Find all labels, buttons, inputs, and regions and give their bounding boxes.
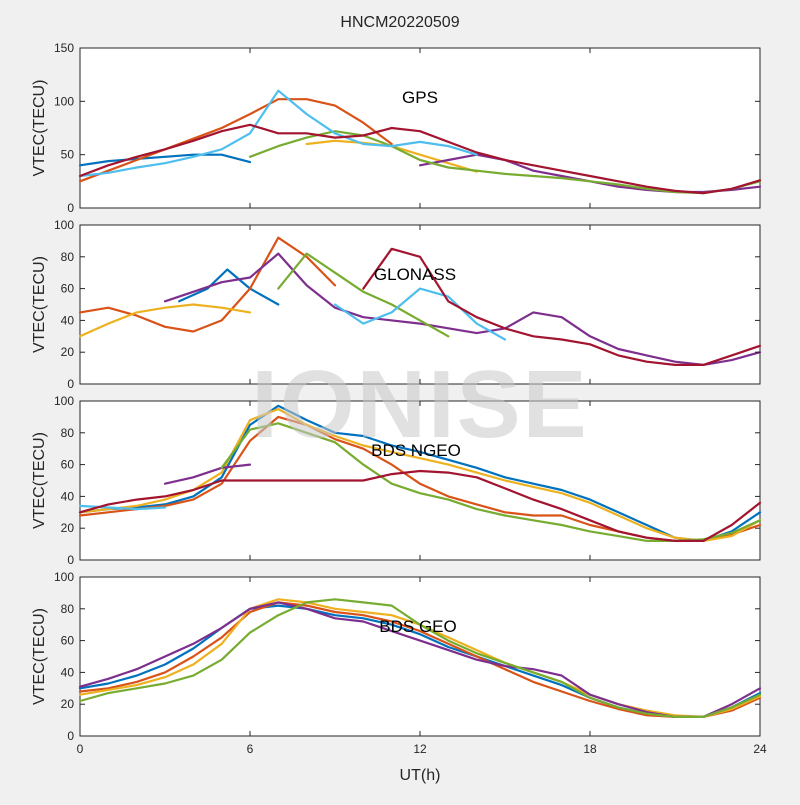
series-line-1 <box>178 268 280 306</box>
y-tick-label: 20 <box>61 697 75 711</box>
y-tick-label: 0 <box>67 201 74 215</box>
panel-label: GPS <box>402 88 438 107</box>
y-tick-label: 0 <box>67 377 74 391</box>
series-line-6 <box>78 89 478 178</box>
y-tick-label: 100 <box>54 218 74 232</box>
y-tick-label: 20 <box>61 521 75 535</box>
panel-3: 0 20 40 60 80 100 VTEC(TECU) BDS NGEO <box>31 394 762 567</box>
y-axis-label: VTEC(TECU) <box>31 256 48 353</box>
y-tick-label: 20 <box>61 345 75 359</box>
y-tick-label: 60 <box>61 458 75 472</box>
plot-area <box>79 400 761 561</box>
panel-label: GLONASS <box>374 265 456 284</box>
y-axis-label: VTEC(TECU) <box>31 80 48 177</box>
series-line-2 <box>78 236 337 333</box>
y-tick-label: 100 <box>54 94 74 108</box>
x-tick-label: 18 <box>583 742 597 756</box>
series-line-7 <box>78 123 762 195</box>
y-tick-label: 0 <box>67 729 74 743</box>
x-tick-label: 12 <box>413 742 427 756</box>
series-line-7 <box>78 469 762 542</box>
y-axis-label: VTEC(TECU) <box>31 608 48 705</box>
series-line-1 <box>78 404 762 542</box>
y-tick-label: 100 <box>54 394 74 408</box>
x-tick-label: 24 <box>753 742 767 756</box>
y-tick-label: 80 <box>61 250 75 264</box>
panel-label: BDS NGEO <box>371 441 461 460</box>
panel-label: BDS GEO <box>379 617 456 636</box>
y-tick-label: 40 <box>61 489 75 503</box>
plot-area <box>79 224 761 385</box>
y-axis-label: VTEC(TECU) <box>31 432 48 529</box>
panel-1: 0 50 100 150 VTEC(TECU) GPS <box>31 41 762 215</box>
series-line-4 <box>78 601 762 718</box>
y-tick-label: 40 <box>61 665 75 679</box>
panel-4: 0 6 12 18 24 0 20 40 60 80 100 VTEC(TECU) BDS GEO <box>31 570 767 756</box>
y-tick-label: 50 <box>61 148 75 162</box>
y-tick-label: 80 <box>61 426 75 440</box>
y-tick-label: 80 <box>61 602 75 616</box>
series-line-5 <box>78 598 762 718</box>
panel-2: 0 20 40 60 80 100 VTEC(TECU) GLONASS <box>31 218 762 391</box>
series-line-6 <box>78 504 167 511</box>
series-line-5 <box>277 252 450 338</box>
series-line-4 <box>163 463 252 485</box>
series-line-2 <box>78 98 393 183</box>
x-axis-label: UT(h) <box>400 767 441 784</box>
y-tick-label: 0 <box>67 553 74 567</box>
series-line-1 <box>78 153 252 167</box>
y-tick-label: 100 <box>54 570 74 584</box>
figure-title: HNCM20220509 <box>340 14 460 31</box>
series-line-6 <box>333 287 507 341</box>
series-line-3 <box>78 303 252 338</box>
series-line-7 <box>362 247 762 366</box>
y-tick-label: 40 <box>61 313 75 327</box>
x-tick-label: 0 <box>77 742 84 756</box>
x-tick-label: 6 <box>247 742 254 756</box>
plot-area <box>79 47 761 209</box>
y-tick-label: 60 <box>61 634 75 648</box>
series-line-2 <box>78 601 762 718</box>
y-tick-label: 150 <box>54 41 74 55</box>
y-tick-label: 60 <box>61 282 75 296</box>
